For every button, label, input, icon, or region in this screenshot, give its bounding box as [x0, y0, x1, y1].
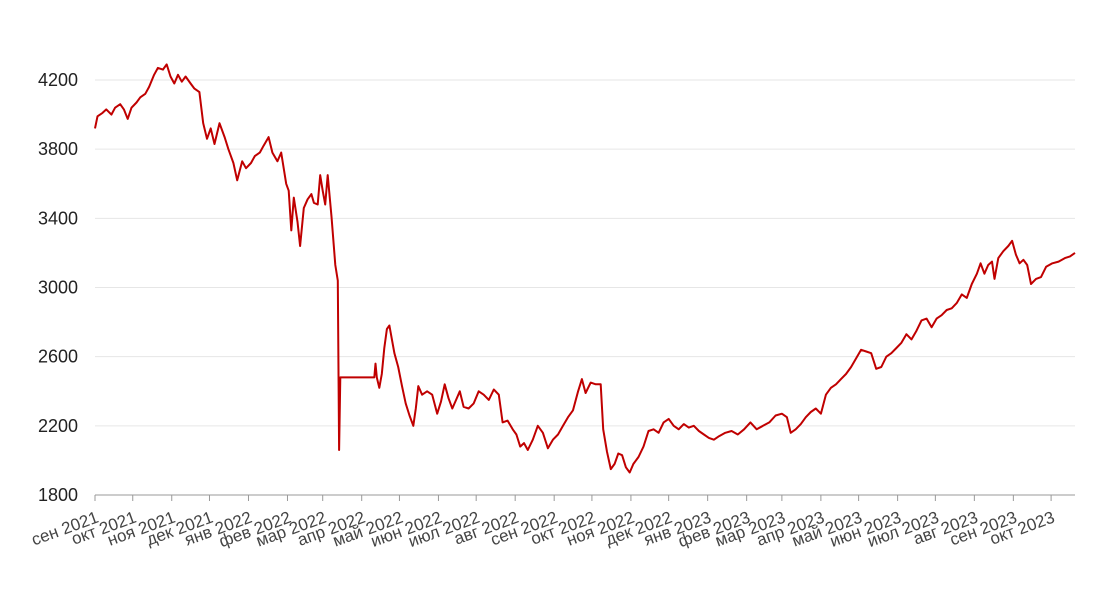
y-tick-label: 4200 — [38, 70, 78, 90]
series-line — [94, 63, 1076, 474]
y-tick-label: 2600 — [38, 347, 78, 367]
grid-lines — [95, 79, 1075, 427]
y-tick-label: 3800 — [38, 139, 78, 159]
y-tick-label: 1800 — [38, 485, 78, 505]
y-tick-label: 3000 — [38, 278, 78, 298]
y-tick-label: 3400 — [38, 208, 78, 228]
y-axis-ticks: 1800 2200 2600 3000 3400 3800 4200 — [38, 70, 78, 505]
y-tick-label: 2200 — [38, 416, 78, 436]
